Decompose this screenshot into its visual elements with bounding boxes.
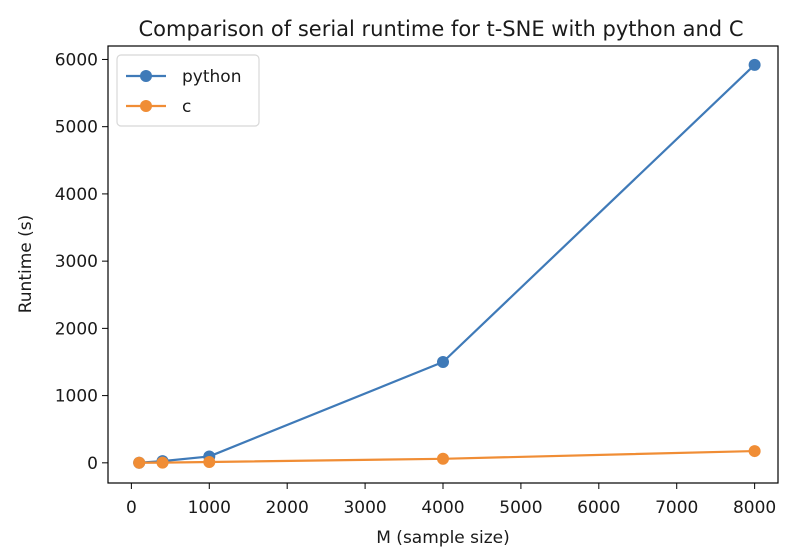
series-layer <box>133 58 761 469</box>
y-tick-label: 4000 <box>55 185 98 205</box>
legend-box <box>116 54 260 127</box>
data-point-c <box>156 456 169 469</box>
data-point-c <box>133 456 146 469</box>
x-tick-label: 8000 <box>733 498 776 518</box>
data-point-c <box>748 445 761 458</box>
y-axis-label: Runtime (s) <box>16 215 36 314</box>
data-point-c <box>203 456 216 469</box>
x-tick-label: 7000 <box>655 498 698 518</box>
y-tick-label: 2000 <box>55 319 98 339</box>
x-axis-label: M (sample size) <box>376 528 510 548</box>
y-tick-label: 6000 <box>55 50 98 70</box>
legend-marker-python <box>140 70 152 82</box>
legend: python c <box>116 54 260 127</box>
y-tick-label: 3000 <box>55 252 98 272</box>
x-tick-label: 0 <box>126 498 137 518</box>
x-tick-label: 6000 <box>577 498 620 518</box>
x-tick-label: 1000 <box>188 498 231 518</box>
chart-title: Comparison of serial runtime for t-SNE w… <box>139 17 744 41</box>
legend-label-python: python <box>182 67 241 87</box>
x-tick-label: 3000 <box>343 498 386 518</box>
x-tick-label: 5000 <box>499 498 542 518</box>
y-axis: 0 1000 2000 3000 4000 5000 6000 <box>55 50 108 474</box>
data-point-c <box>437 452 449 465</box>
legend-label-c: c <box>182 97 191 117</box>
x-tick-label: 2000 <box>266 498 309 518</box>
legend-marker-c <box>140 100 152 112</box>
data-point-python <box>437 355 449 368</box>
x-tick-label: 4000 <box>421 498 464 518</box>
y-tick-label: 5000 <box>55 118 98 138</box>
data-point-python <box>748 58 761 71</box>
y-tick-label: 0 <box>87 454 98 474</box>
y-tick-label: 1000 <box>55 387 98 407</box>
x-axis: 0 1000 2000 3000 4000 5000 6000 7000 8000 <box>126 483 776 518</box>
